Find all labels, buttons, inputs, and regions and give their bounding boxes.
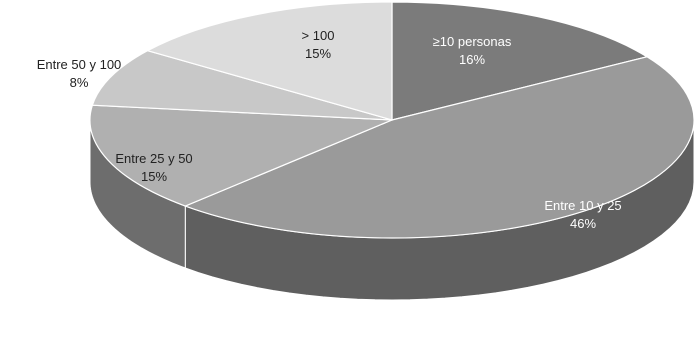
pie-slice-1	[183, 56, 695, 239]
slice-label-2: Entre 25 y 50	[115, 151, 192, 166]
slice-label-4: > 100	[302, 28, 335, 43]
slice-percent-4: 15%	[305, 46, 331, 61]
pie-labels: ≥10 personas 16% Entre 10 y 25 46% Entre 25 …	[37, 28, 622, 231]
slice-percent-2: 15%	[141, 169, 167, 184]
slice-percent-1: 46%	[570, 216, 596, 231]
pie-slice-2	[89, 104, 393, 207]
pie-slice-3	[91, 49, 393, 121]
pie-slice-0	[391, 1, 649, 121]
slice-label-3: Entre 50 y 100	[37, 57, 122, 72]
pie-top-faces	[89, 1, 695, 239]
pie-slice-4	[146, 1, 393, 121]
slice-percent-0: 16%	[459, 52, 485, 67]
slice-percent-3: 8%	[70, 75, 89, 90]
slice-label-1: Entre 10 y 25	[544, 198, 621, 213]
slice-label-0: ≥10 personas	[433, 34, 512, 49]
